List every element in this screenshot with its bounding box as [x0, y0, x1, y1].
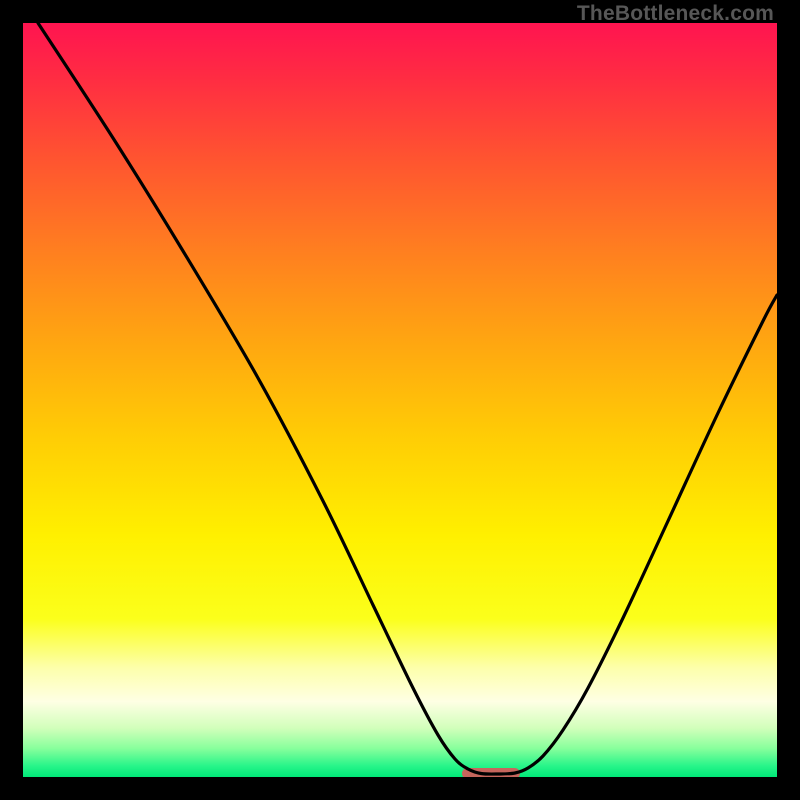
bottleneck-curve — [38, 23, 777, 774]
chart-frame: TheBottleneck.com — [0, 0, 800, 800]
watermark-text: TheBottleneck.com — [577, 2, 774, 26]
plot-area — [23, 23, 777, 777]
curve-layer — [23, 23, 777, 777]
